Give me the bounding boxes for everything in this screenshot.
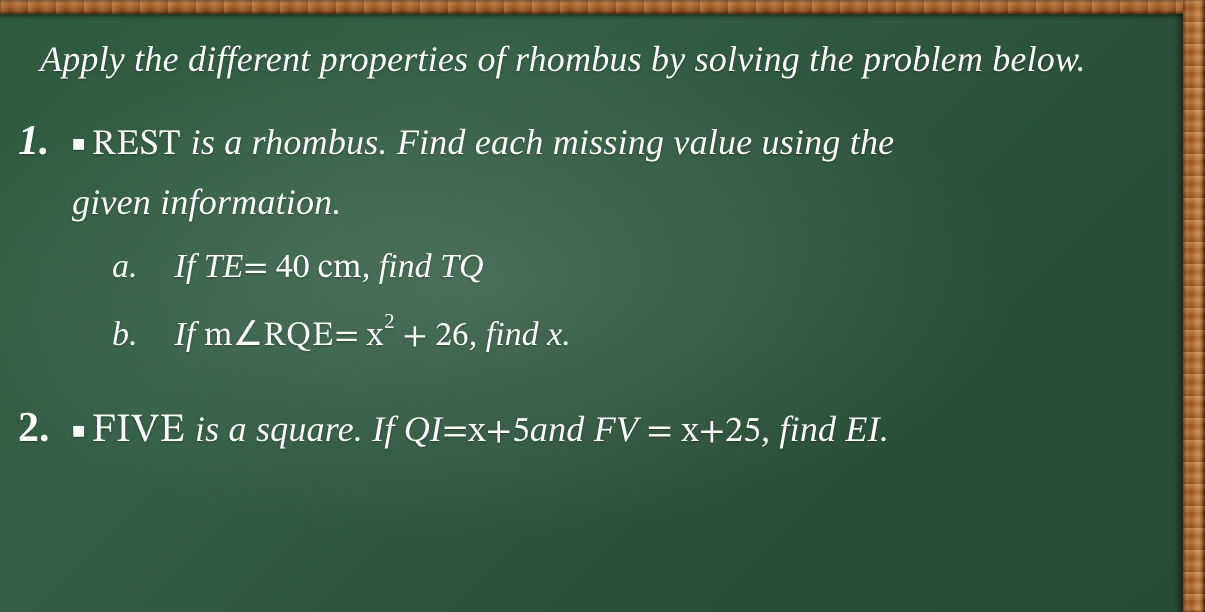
q1b-x: x [367, 320, 383, 354]
q1b-post: , find x. [469, 316, 571, 353]
q1b-pre: If [175, 316, 204, 353]
q2-seg2: and FV [530, 409, 647, 449]
q1b-label: b. [112, 303, 166, 368]
q1-item-b: b. If m∠RQE= x2 + 26, find x. [112, 301, 1155, 369]
q1b-const: + 26 [395, 320, 469, 354]
q1-shape-name: REST [92, 127, 182, 163]
q2-seg1: is a square. If QI [186, 409, 442, 449]
q1-item-a: a. If TE= 40 cm, find TQ [112, 235, 1155, 302]
chalkboard-frame: Apply the different properties of rhombu… [0, 0, 1205, 612]
q2-eq2: = x+25 [647, 414, 761, 450]
q1-number: 1. [18, 117, 72, 165]
q1b-angle-name: RQE [263, 320, 334, 354]
square-icon: ■ [72, 126, 86, 161]
question-1: 1. ■REST is a rhombus. Find each missing… [18, 114, 1155, 231]
chalkboard-surface: Apply the different properties of rhombu… [0, 14, 1183, 612]
q1-body: ■REST is a rhombus. Find each missing va… [72, 114, 894, 231]
q2-body: ■FIVE is a square. If QI=x+5and FV = x+2… [72, 400, 889, 463]
q1b-exponent: 2 [384, 309, 395, 333]
q1a-pre: If TE [175, 248, 244, 285]
q1b-m: m [204, 320, 233, 354]
q1a-post: , find TQ [362, 248, 484, 285]
question-2: 2. ■FIVE is a square. If QI=x+5and FV = … [18, 400, 1155, 463]
q2-seg3: , find EI. [761, 409, 889, 449]
q1a-label: a. [112, 235, 166, 300]
spacer [18, 370, 1155, 400]
q2-shape-name: FIVE [92, 411, 186, 451]
square-icon: ■ [72, 413, 86, 448]
q1b-eqlhs: = [334, 320, 366, 354]
q2-eq1: =x+5 [442, 414, 530, 450]
q2-number: 2. [18, 404, 72, 452]
angle-icon: ∠ [233, 316, 263, 353]
q1-line2: given information. [72, 174, 894, 231]
intro-text: Apply the different properties of rhombu… [40, 32, 1155, 88]
q1a-eq: = 40 cm [243, 252, 361, 286]
q1-tail: is a rhombus. Find each missing value us… [181, 122, 894, 162]
